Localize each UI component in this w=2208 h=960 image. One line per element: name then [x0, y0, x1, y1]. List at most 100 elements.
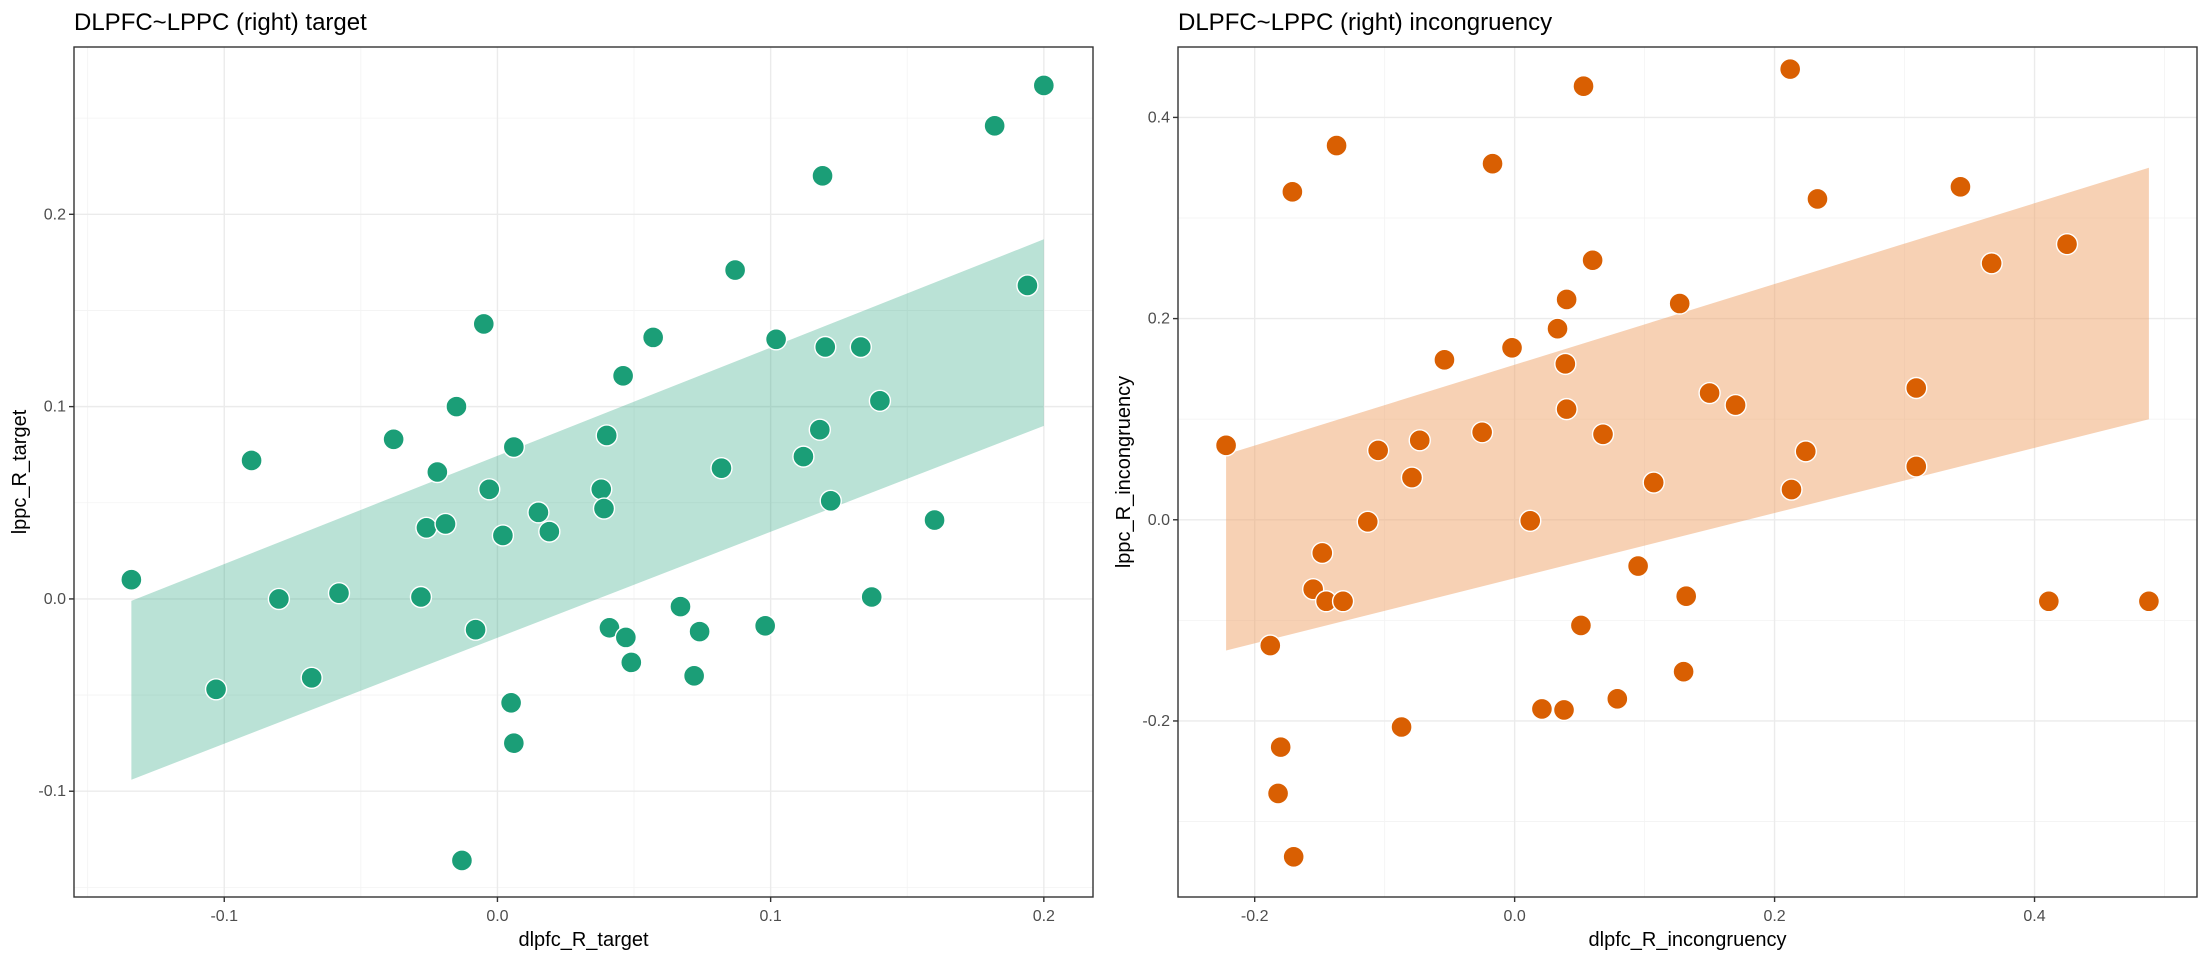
panel-border	[73, 46, 1094, 898]
data-point	[614, 626, 638, 649]
data-point	[1642, 471, 1665, 494]
data-point	[2055, 232, 2079, 256]
data-point	[1546, 317, 1569, 340]
data-point	[502, 435, 526, 459]
data-point	[819, 489, 842, 513]
data-point	[1390, 715, 1413, 739]
data-point	[710, 456, 733, 480]
data-point	[538, 520, 561, 543]
data-point	[464, 618, 487, 641]
y-tick-label: 0.0	[1148, 512, 1170, 529]
panel-background	[74, 47, 1093, 897]
data-point	[502, 731, 526, 755]
data-point	[1606, 687, 1629, 711]
data-point	[598, 616, 621, 639]
data-point	[1949, 175, 1972, 199]
data-point	[808, 418, 832, 441]
data-point	[792, 445, 815, 468]
data-point	[764, 328, 788, 351]
chart-panel-2: -0.2 0.0 0.2 0.4 -0.2 0.0 0.2 0.4 DLPFC~LPPC (ri…	[1113, 9, 2198, 951]
data-point	[1325, 134, 1348, 157]
x-tick-label: -0.2	[1241, 908, 1269, 925]
data-point	[1282, 845, 1305, 868]
x-tick-label: 0.0	[1504, 908, 1526, 925]
data-point	[472, 312, 495, 336]
data-point	[415, 516, 438, 539]
confidence-ribbon	[131, 239, 1044, 780]
data-point	[1980, 252, 2003, 275]
data-point	[595, 424, 618, 447]
data-point	[590, 478, 613, 501]
x-tick-label: 0.1	[760, 908, 782, 925]
data-point	[300, 666, 323, 689]
data-point	[1433, 348, 1456, 372]
data-point	[1530, 697, 1554, 721]
data-point	[923, 508, 946, 532]
data-point	[688, 620, 711, 643]
y-tick-label: -0.1	[38, 783, 66, 800]
x-tick-label: 0.2	[1033, 908, 1055, 925]
data-point	[641, 326, 665, 349]
data-point	[434, 512, 457, 536]
data-point	[267, 587, 291, 611]
data-point	[204, 678, 228, 701]
data-point	[2137, 590, 2161, 613]
data-point	[1016, 274, 1039, 297]
x-tick-label: 0.0	[486, 908, 508, 925]
y-tick-label: 0.2	[1148, 311, 1170, 328]
data-point	[1905, 455, 1928, 478]
data-point	[1356, 510, 1379, 533]
data-point	[1032, 74, 1056, 97]
data-point	[1572, 75, 1595, 98]
data-point	[1281, 180, 1304, 204]
data-point	[1259, 634, 1282, 657]
data-point	[1554, 352, 1577, 376]
data-point	[1675, 585, 1698, 608]
data-point	[1366, 439, 1390, 462]
data-point	[240, 449, 263, 472]
data-point	[868, 389, 892, 413]
data-point	[1269, 735, 1292, 759]
data-point	[1806, 187, 1829, 211]
data-point	[611, 364, 635, 388]
data-point	[327, 581, 351, 605]
data-point	[1552, 698, 1576, 722]
data-point	[669, 595, 692, 618]
data-point	[1519, 509, 1542, 532]
data-point	[983, 114, 1006, 138]
data-point	[849, 335, 872, 359]
data-point	[592, 497, 616, 520]
data-point	[1311, 541, 1334, 565]
data-point	[811, 164, 834, 188]
data-point	[409, 585, 433, 609]
data-point	[620, 651, 643, 674]
data-point	[491, 524, 515, 547]
data-point	[1905, 376, 1928, 400]
y-tick-label: 0.1	[44, 399, 66, 416]
data-point	[1668, 292, 1691, 315]
data-point	[753, 614, 777, 638]
data-point	[723, 258, 747, 282]
x-tick-label: 0.2	[1763, 908, 1785, 925]
y-tick-label: 0.0	[44, 591, 66, 608]
data-point	[682, 664, 706, 688]
data-point	[814, 335, 837, 359]
chart-title: DLPFC~LPPC (right) target	[74, 9, 367, 36]
data-point	[426, 460, 449, 484]
data-point	[1626, 554, 1650, 578]
data-point	[1214, 434, 1238, 457]
data-point	[478, 478, 501, 501]
data-point	[445, 395, 468, 418]
data-point	[1555, 288, 1578, 311]
y-tick-label: -0.2	[1142, 713, 1170, 730]
data-point	[1672, 660, 1695, 683]
x-axis-title: dlpfc_R_target	[518, 929, 649, 951]
data-point	[1569, 614, 1593, 637]
data-point	[1724, 393, 1747, 417]
data-point	[1780, 478, 1803, 501]
data-point	[120, 568, 143, 591]
data-point	[1698, 381, 1721, 405]
data-point	[499, 691, 523, 714]
y-tick-label: 0.4	[1148, 109, 1170, 126]
